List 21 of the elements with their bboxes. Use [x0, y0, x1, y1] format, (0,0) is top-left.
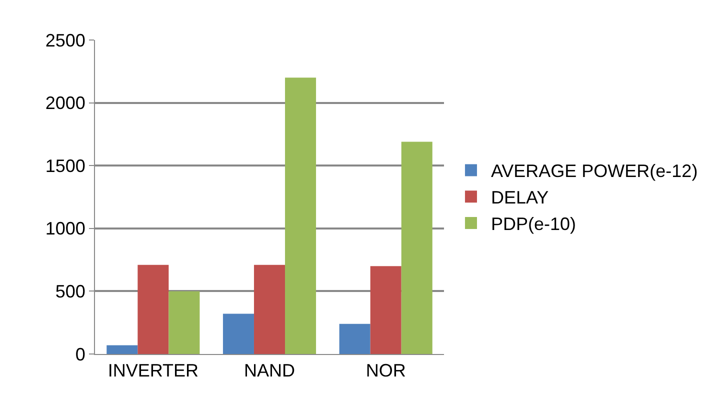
x-tick-label: NOR [366, 360, 406, 381]
legend-label: DELAY [490, 188, 549, 208]
bar [370, 266, 402, 354]
y-tick-label: 0 [75, 344, 86, 364]
bar [138, 264, 169, 354]
legend-label: AVERAGE POWER(e-12) [490, 161, 698, 182]
legend-label: PDP(e-10) [490, 214, 576, 234]
bar [222, 314, 254, 354]
y-tick-label: 2500 [45, 30, 86, 50]
bar [168, 291, 200, 354]
bar [254, 264, 286, 354]
y-tick-label: 1000 [45, 218, 86, 239]
y-tick-label: 500 [55, 282, 86, 302]
bar [339, 324, 370, 354]
x-tick-label: INVERTER [108, 360, 199, 381]
y-tick-label: 2000 [45, 93, 86, 114]
bar [401, 142, 432, 354]
y-tick-label: 1500 [45, 156, 86, 176]
x-tick-label: NAND [244, 360, 296, 381]
bar [285, 78, 316, 354]
bar [106, 345, 138, 354]
